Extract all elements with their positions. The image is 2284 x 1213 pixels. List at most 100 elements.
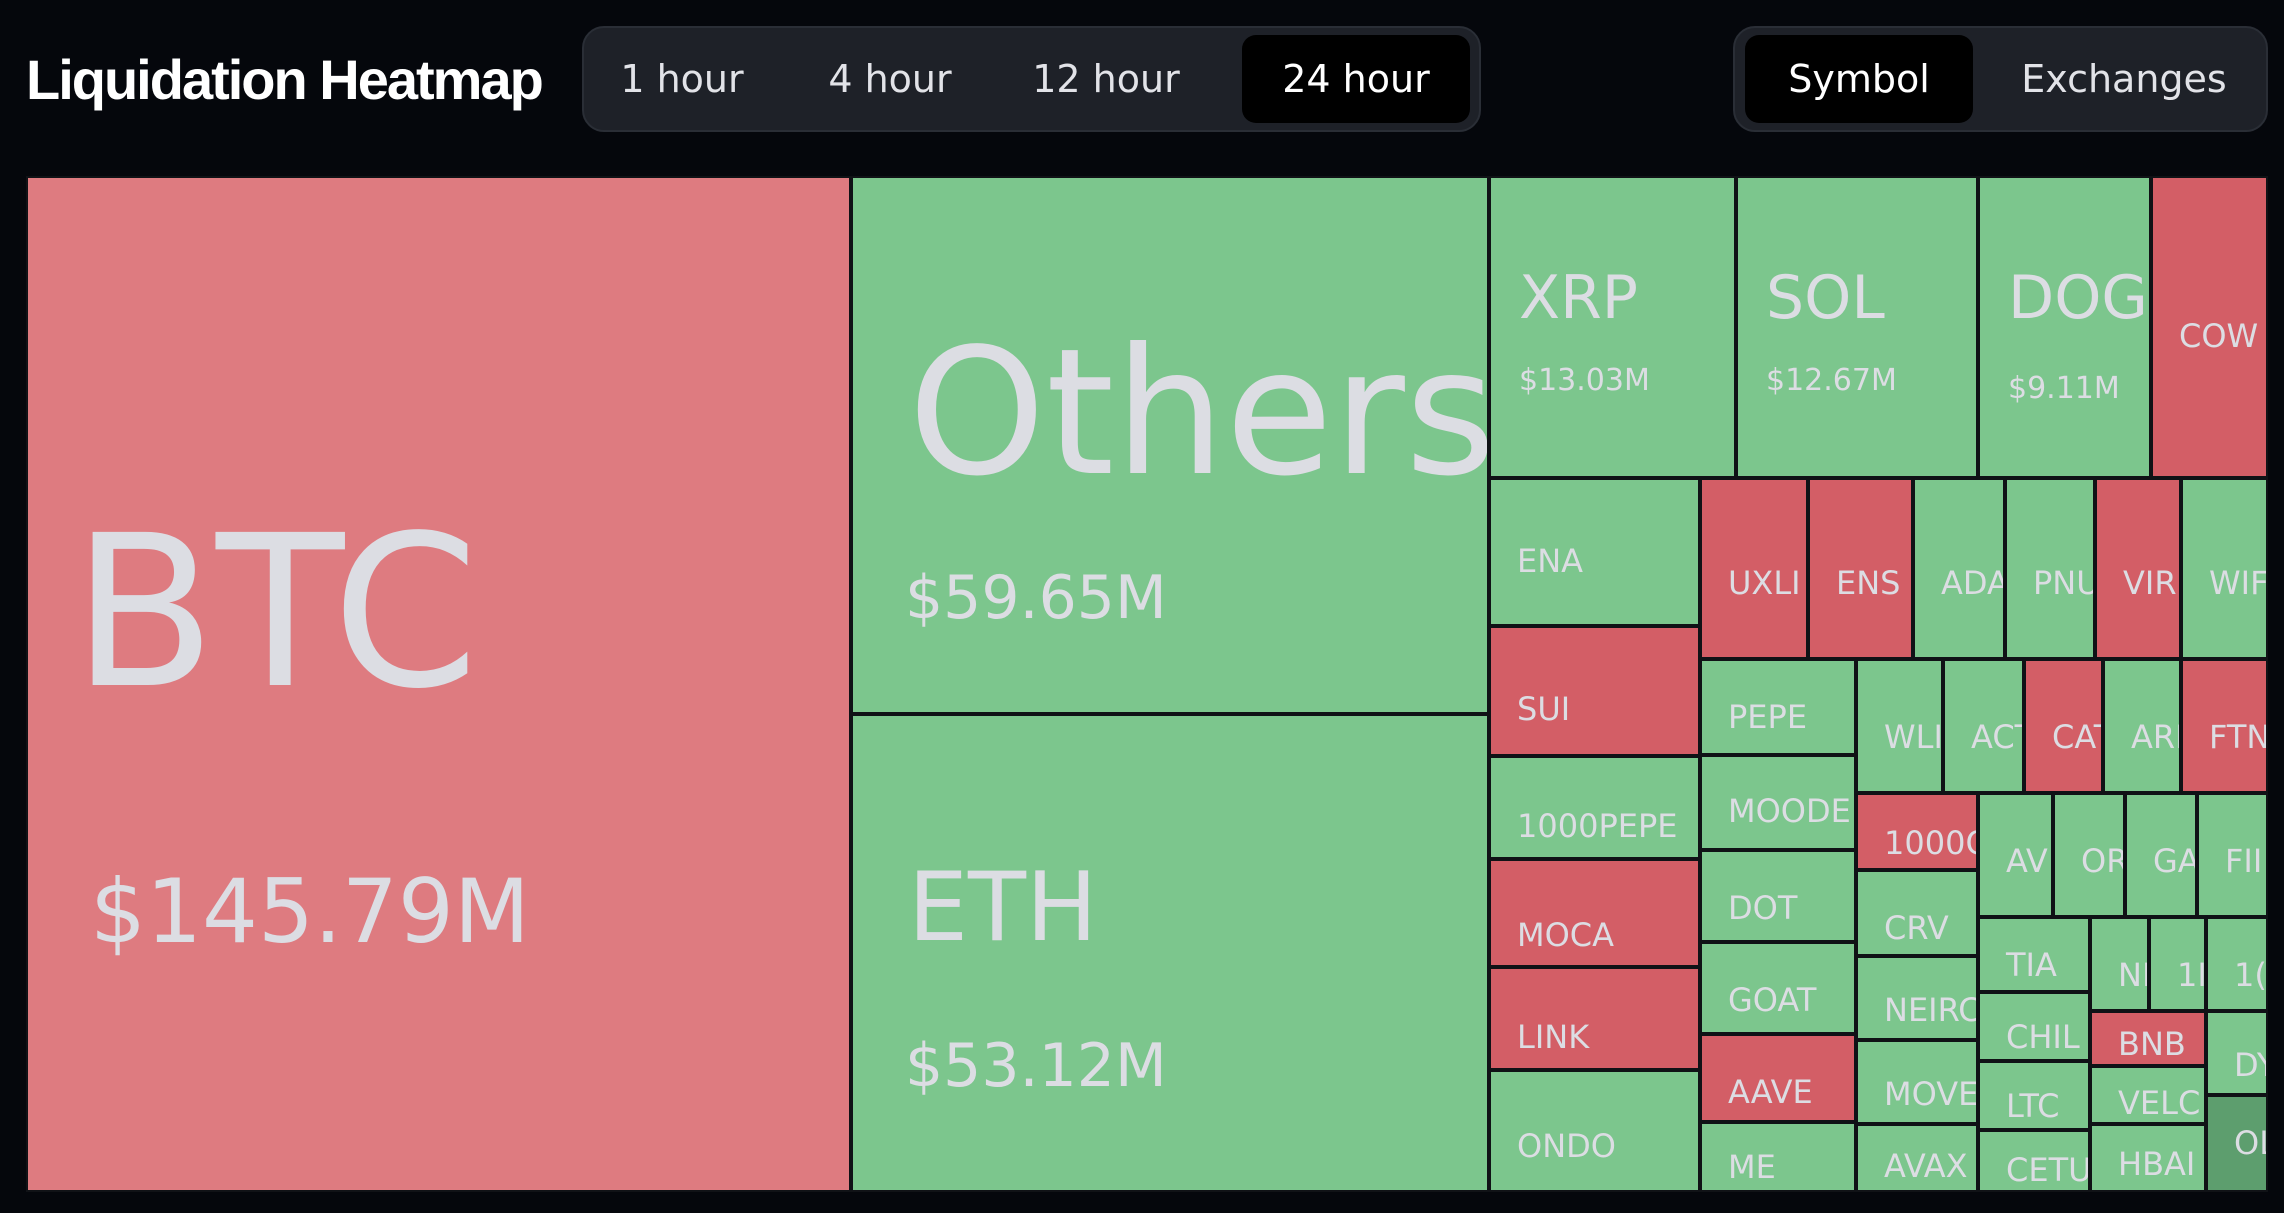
treemap-tile[interactable]: FTN (2181, 659, 2268, 793)
tile-symbol: ACT (1971, 718, 2022, 756)
tile-symbol: OR (2081, 842, 2125, 880)
treemap-tile[interactable]: LTC (1978, 1061, 2090, 1130)
tile-symbol: BNB (2118, 1025, 2186, 1063)
tile-symbol: MOCA (1517, 916, 1615, 954)
timeframe-24-hour[interactable]: 24 hour (1242, 35, 1470, 123)
treemap-tile[interactable]: LINK (1489, 967, 1700, 1070)
tile-symbol: CAT (2052, 718, 2101, 756)
tile-symbol: WLI (1884, 718, 1943, 756)
treemap-tile[interactable]: BTC $145.79M (26, 176, 851, 1192)
treemap-tile[interactable]: CAT (2024, 659, 2103, 793)
tile-symbol: ENS (1836, 564, 1901, 602)
treemap-tile[interactable]: MOCA (1489, 859, 1700, 967)
treemap-tile[interactable]: CHIL (1978, 992, 2090, 1061)
treemap-tile[interactable]: NEIRC (1856, 956, 1978, 1040)
treemap-tile[interactable]: ARI (2103, 659, 2181, 793)
tile-symbol: AAVE (1728, 1073, 1813, 1111)
treemap-tile[interactable]: ADA (1913, 478, 2005, 659)
tile-symbol: Others (908, 312, 1489, 515)
treemap-tile[interactable]: WIF (2181, 478, 2268, 659)
treemap-tile[interactable]: DY (2206, 1011, 2268, 1095)
tile-symbol: PNU (2033, 564, 2095, 602)
treemap-tile[interactable]: MOODEI (1700, 755, 1856, 850)
tile-symbol: ENA (1517, 542, 1584, 580)
tile-value: $12.67M (1766, 363, 1897, 398)
tile-value: $13.03M (1519, 363, 1650, 398)
treemap-tile[interactable]: XRP $13.03M (1489, 176, 1736, 478)
treemap-tile[interactable]: PEPE (1700, 659, 1856, 755)
tile-symbol: AVAX (1884, 1147, 1968, 1185)
treemap-tile[interactable]: 1( (2206, 917, 2268, 1011)
treemap-tile[interactable]: AV (1978, 793, 2053, 917)
treemap-tile[interactable]: CRV (1856, 870, 1978, 956)
tile-symbol: ARI (2131, 718, 2181, 756)
treemap-tile[interactable]: FII (2197, 793, 2268, 917)
treemap-tile[interactable]: UXLI (1700, 478, 1808, 659)
timeframe-4-hour[interactable]: 4 hour (828, 57, 952, 101)
treemap-tile[interactable]: VELC (2090, 1066, 2206, 1124)
treemap-tile[interactable]: Others $59.65M (851, 176, 1489, 714)
tile-symbol: 1000C (1884, 824, 1978, 862)
treemap-tile[interactable]: OL (2206, 1095, 2268, 1192)
treemap-tile[interactable]: ENS (1808, 478, 1913, 659)
tile-symbol: LINK (1517, 1018, 1590, 1056)
tile-symbol: GA (2153, 842, 2197, 880)
treemap-tile[interactable]: COW (2151, 176, 2268, 478)
tab-symbol[interactable]: Symbol (1745, 35, 1973, 123)
treemap-tile[interactable]: TIA (1978, 917, 2090, 992)
treemap-tile[interactable]: AVAX (1856, 1124, 1978, 1192)
treemap-tile[interactable]: PNU (2005, 478, 2095, 659)
tile-symbol: VIR (2123, 564, 2177, 602)
treemap-tile[interactable]: ONDO (1489, 1070, 1700, 1192)
tile-symbol: 1I (2177, 956, 2206, 994)
treemap-tile[interactable]: ETH $53.12M (851, 714, 1489, 1192)
tile-symbol: GOAT (1728, 981, 1817, 1019)
tile-symbol: 1000PEPE (1517, 807, 1678, 845)
tile-symbol: BTC (72, 490, 479, 735)
tile-symbol: NI (2118, 956, 2149, 994)
tile-symbol: LTC (2006, 1087, 2060, 1125)
tile-value: $145.79M (90, 860, 530, 963)
timeframe-1-hour[interactable]: 1 hour (620, 57, 744, 101)
tile-value: $59.65M (905, 563, 1167, 633)
treemap-tile[interactable]: 1000PEPE (1489, 756, 1700, 859)
treemap-tile[interactable]: CETU (1978, 1130, 2090, 1192)
treemap-tile[interactable]: SUI (1489, 626, 1700, 756)
timeframe-12-hour[interactable]: 12 hour (1032, 57, 1180, 101)
timeframe-selector: 1 hour 4 hour 12 hour 24 hour (582, 26, 1481, 132)
treemap-tile[interactable]: ME (1700, 1122, 1856, 1192)
tile-symbol: NEIRC (1884, 991, 1978, 1029)
treemap-tile[interactable]: AAVE (1700, 1034, 1856, 1122)
treemap-tile[interactable]: GOAT (1700, 942, 1856, 1034)
tile-symbol: CHIL (2006, 1018, 2080, 1056)
tile-symbol: SUI (1517, 690, 1571, 728)
treemap-tile[interactable]: VIR (2095, 478, 2181, 659)
tile-symbol: OL (2234, 1124, 2266, 1162)
treemap-tile[interactable]: DOGI $9.11M (1978, 176, 2151, 478)
treemap-tile[interactable]: BNB (2090, 1011, 2206, 1066)
treemap-tile[interactable]: GA (2125, 793, 2197, 917)
treemap-tile[interactable]: OR (2053, 793, 2125, 917)
tile-symbol: XRP (1519, 263, 1638, 333)
treemap-tile[interactable]: ACT (1943, 659, 2024, 793)
treemap-tile[interactable]: SOL $12.67M (1736, 176, 1978, 478)
tile-value: $53.12M (905, 1031, 1167, 1101)
liquidation-treemap: BTC $145.79M Others $59.65M ETH $53.12M XRP $13… (26, 176, 2268, 1192)
tile-symbol: HBAI (2118, 1145, 2196, 1183)
treemap-tile[interactable]: MOVE (1856, 1040, 1978, 1124)
tile-symbol: ADA (1941, 564, 2005, 602)
tile-symbol: TIA (2006, 946, 2057, 984)
treemap-tile[interactable]: DOT (1700, 850, 1856, 942)
tile-symbol: AV (2006, 842, 2048, 880)
treemap-tile[interactable]: HBAI (2090, 1124, 2206, 1192)
treemap-tile[interactable]: WLI (1856, 659, 1943, 793)
treemap-tile[interactable]: 1I (2149, 917, 2206, 1011)
tile-symbol: CRV (1884, 909, 1949, 947)
page-title: Liquidation Heatmap (26, 48, 544, 111)
tile-symbol: SOL (1766, 263, 1885, 333)
tab-exchanges[interactable]: Exchanges (2021, 57, 2227, 101)
treemap-tile[interactable]: 1000C (1856, 793, 1978, 870)
treemap-tile[interactable]: NI (2090, 917, 2149, 1011)
tile-symbol: VELC (2118, 1084, 2201, 1122)
treemap-tile[interactable]: ENA (1489, 478, 1700, 626)
